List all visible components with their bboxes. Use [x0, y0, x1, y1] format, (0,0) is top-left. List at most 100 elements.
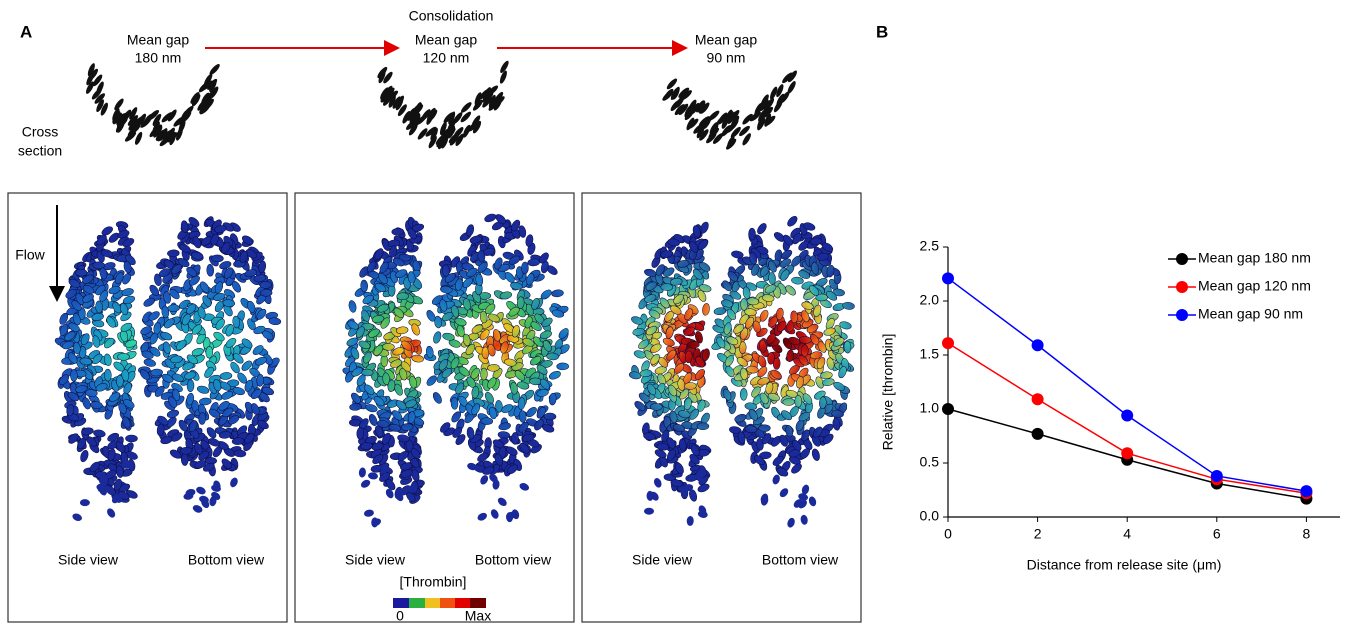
particle — [82, 293, 94, 303]
x-axis-label: Distance from release site (μm) — [1027, 557, 1222, 573]
particle — [348, 300, 357, 313]
cross-section-particle — [167, 109, 177, 122]
particle — [268, 317, 282, 326]
cross-section-particle — [153, 125, 163, 138]
cross-section-particle — [175, 127, 183, 141]
stage-label: Mean gap — [127, 32, 189, 48]
particle — [259, 281, 273, 289]
particle — [124, 339, 138, 348]
particle — [92, 335, 101, 348]
particle — [68, 433, 79, 444]
particle — [556, 362, 569, 371]
legend-label: Mean gap 120 nm — [1198, 278, 1311, 294]
particle — [219, 372, 233, 380]
particle — [498, 422, 511, 431]
particle — [92, 353, 103, 365]
particle — [103, 262, 116, 271]
particle — [104, 337, 115, 349]
cross-section-particle — [129, 124, 141, 135]
view-label: Side view — [345, 552, 406, 568]
particle — [118, 483, 131, 493]
particle — [186, 392, 195, 406]
cross-section-particle — [114, 98, 124, 111]
particle — [70, 369, 78, 382]
particle — [120, 322, 133, 332]
particle — [529, 377, 542, 386]
y-tick-label: 2.5 — [920, 238, 940, 254]
stage-label: 120 nm — [423, 50, 470, 66]
particle — [121, 368, 130, 382]
particle — [198, 412, 206, 425]
particle — [426, 375, 437, 386]
cross-section-label: Cross — [22, 124, 59, 140]
cross-section-particle — [129, 107, 138, 120]
data-point — [1121, 447, 1134, 460]
particle — [713, 307, 727, 316]
particle — [121, 288, 134, 297]
particle — [107, 508, 116, 518]
y-tick-label: 1.0 — [920, 400, 940, 416]
particle — [113, 478, 122, 491]
particle — [811, 448, 820, 461]
particle — [112, 301, 122, 314]
particle — [360, 479, 371, 488]
particle — [117, 353, 130, 361]
view-label: Bottom view — [188, 552, 265, 568]
particle — [80, 450, 89, 463]
particle — [772, 474, 780, 485]
particle — [81, 427, 94, 436]
panel-label: B — [876, 22, 888, 41]
particle — [100, 249, 114, 258]
particle — [82, 274, 94, 284]
particle — [169, 449, 182, 459]
particle — [59, 312, 68, 325]
y-tick-label: 0.5 — [920, 454, 940, 470]
particle — [628, 371, 642, 380]
particle — [484, 213, 497, 223]
consolidation-label: Consolidation — [409, 8, 494, 24]
particle — [527, 258, 540, 267]
particle — [368, 414, 378, 426]
particle — [78, 307, 86, 320]
particle — [363, 509, 374, 517]
cross-section-particle — [190, 92, 200, 104]
colorbar-max: Max — [465, 608, 491, 624]
particle — [526, 407, 537, 418]
particle — [365, 404, 378, 413]
particle — [433, 331, 442, 344]
particle — [649, 403, 663, 411]
particle — [382, 343, 395, 351]
y-tick-label: 2.0 — [920, 292, 940, 308]
particle — [653, 477, 662, 488]
particle — [122, 416, 131, 429]
panel-frame — [7, 192, 288, 623]
particle — [107, 432, 120, 442]
particle — [186, 379, 195, 392]
particle — [477, 512, 487, 521]
cross-section-particle — [152, 113, 162, 126]
particle — [543, 412, 557, 421]
particle — [91, 313, 104, 321]
particle — [82, 397, 91, 410]
particle — [122, 295, 135, 305]
cross-section-particle — [91, 88, 102, 100]
cross-section-particle — [112, 110, 121, 124]
particle — [106, 316, 116, 328]
data-point — [942, 403, 954, 415]
view-label: Bottom view — [762, 552, 839, 568]
cross-section-particle — [209, 64, 220, 75]
panel-frame — [294, 192, 575, 623]
particle — [59, 324, 69, 336]
cross-section-particle — [94, 93, 106, 104]
cross-section-particle — [124, 131, 137, 142]
particle — [122, 238, 135, 247]
particle — [490, 509, 499, 519]
particle — [794, 395, 802, 408]
particle — [519, 483, 530, 491]
particle — [123, 260, 132, 274]
particle — [167, 249, 180, 258]
particle — [143, 358, 156, 367]
data-point — [1300, 485, 1313, 498]
legend-label: Mean gap 180 nm — [1198, 250, 1311, 266]
cross-section-particle — [128, 119, 139, 131]
